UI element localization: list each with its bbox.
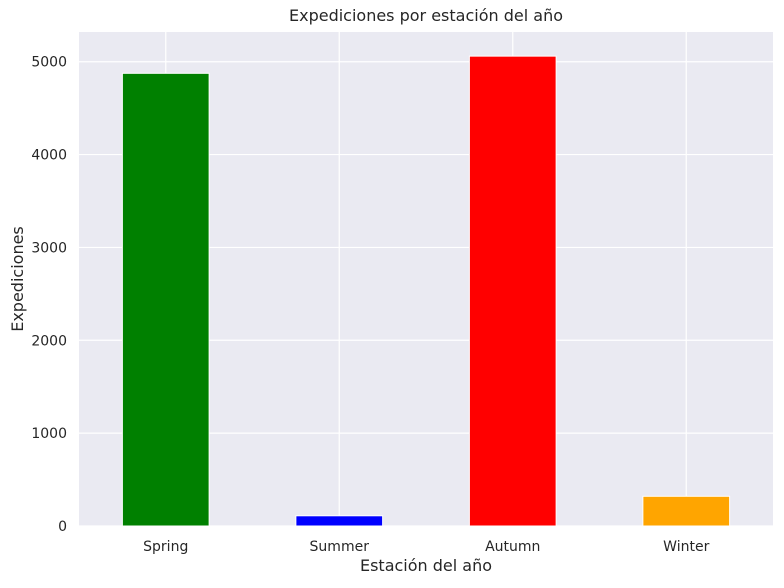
x-tick-label: Winter	[663, 539, 709, 555]
bars	[121, 55, 731, 527]
y-tick-label: 3000	[31, 240, 67, 256]
chart-title: Expediciones por estación del año	[289, 6, 563, 25]
x-tick-label: Spring	[143, 539, 188, 555]
bar-summer	[295, 515, 384, 527]
y-tick-label: 2000	[31, 333, 67, 349]
y-tick-label: 5000	[31, 55, 67, 71]
x-axis-label: Estación del año	[360, 556, 492, 575]
y-tick-label: 0	[58, 519, 67, 535]
y-tick-label: 1000	[31, 426, 67, 442]
y-tick-label: 4000	[31, 148, 67, 164]
x-tick-label: Autumn	[485, 539, 540, 555]
bar-spring	[121, 72, 210, 527]
y-axis-ticks: 0 1000 2000 3000 4000 5000	[31, 55, 67, 535]
bar-autumn	[468, 55, 557, 527]
y-axis-label: Expediciones	[8, 226, 27, 332]
x-axis-ticks: Spring Summer Autumn Winter	[143, 539, 709, 555]
x-tick-label: Summer	[310, 539, 370, 555]
bar-winter	[642, 495, 731, 527]
